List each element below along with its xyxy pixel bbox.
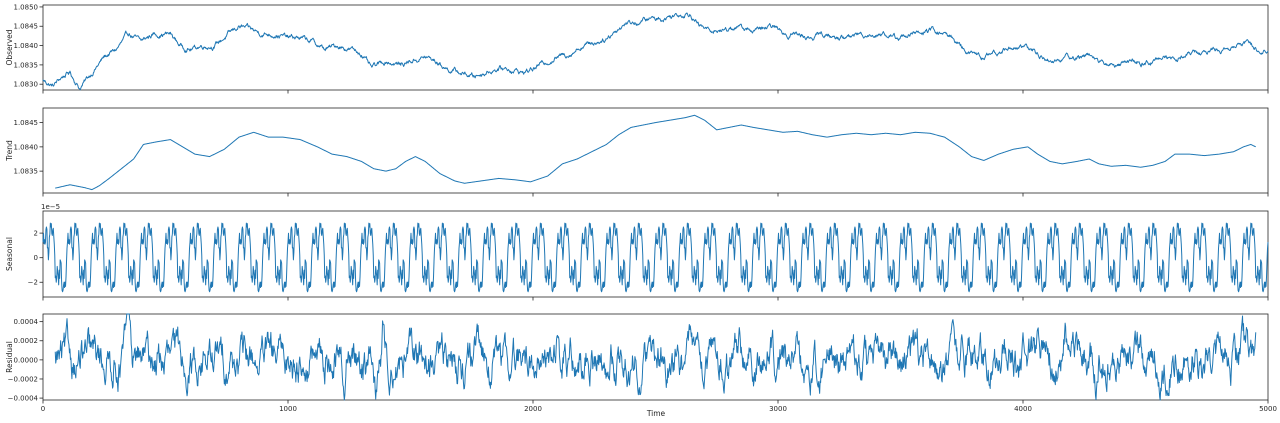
y-tick-label: 1.0845 — [14, 119, 39, 127]
y-axis-label: Seasonal — [5, 237, 14, 271]
series-line-seasonal — [42, 222, 1269, 293]
panel-residual: −0.0004 −0.0002 0.0000 0.0002 0.0004 0 1000 200… — [5, 313, 1277, 413]
series-line-trend — [55, 114, 1256, 191]
panel-seasonal: −2 0 2 Seasonal 1e−5 — [5, 203, 1269, 301]
x-tick-label: 4000 — [1014, 405, 1032, 413]
y-tick-label: 0.0002 — [14, 337, 39, 345]
panel-observed: 1.0830 1.0835 1.0840 1.0845 1.0850 Observed — [5, 3, 1269, 94]
y-tick-label: 0.0000 — [14, 356, 39, 364]
axes-frame — [42, 4, 1269, 91]
x-axis-label: Time — [646, 409, 666, 418]
y-axis-label: Residual — [5, 341, 14, 373]
y-tick-label: 1.0850 — [14, 3, 39, 11]
y-tick-label: 1.0835 — [14, 168, 39, 176]
y-tick-label: 1.0845 — [14, 23, 39, 31]
y-axis-label: Trend — [5, 140, 14, 162]
x-tick-label: 1000 — [279, 405, 297, 413]
panel-trend: 1.0835 1.0840 1.0845 Trend — [5, 107, 1269, 197]
axis-offset-label: 1e−5 — [41, 203, 60, 211]
x-tick-label: 3000 — [769, 405, 787, 413]
y-tick-label: 1.0835 — [14, 61, 39, 69]
x-tick-label: 2000 — [524, 405, 542, 413]
x-tick-label: 5000 — [1259, 405, 1277, 413]
y-tick-label: 1.0840 — [14, 143, 39, 151]
y-tick-label: 1.0830 — [14, 81, 39, 89]
y-axis-label: Observed — [5, 29, 14, 65]
axes-frame — [42, 210, 1269, 298]
y-tick-label: −0.0004 — [8, 394, 39, 402]
y-tick-label: −2 — [28, 279, 38, 287]
axes-frame — [42, 313, 1269, 401]
y-tick-label: 0 — [34, 254, 38, 262]
series-line-residual — [54, 313, 1257, 401]
axes-frame — [42, 107, 1269, 194]
y-tick-label: −0.0002 — [8, 375, 38, 383]
x-tick-label: 0 — [41, 405, 45, 413]
y-tick-label: 1.0840 — [14, 42, 39, 50]
series-line-observed — [42, 12, 1269, 91]
y-tick-label: 2 — [34, 230, 38, 238]
y-tick-label: 0.0004 — [14, 318, 39, 326]
